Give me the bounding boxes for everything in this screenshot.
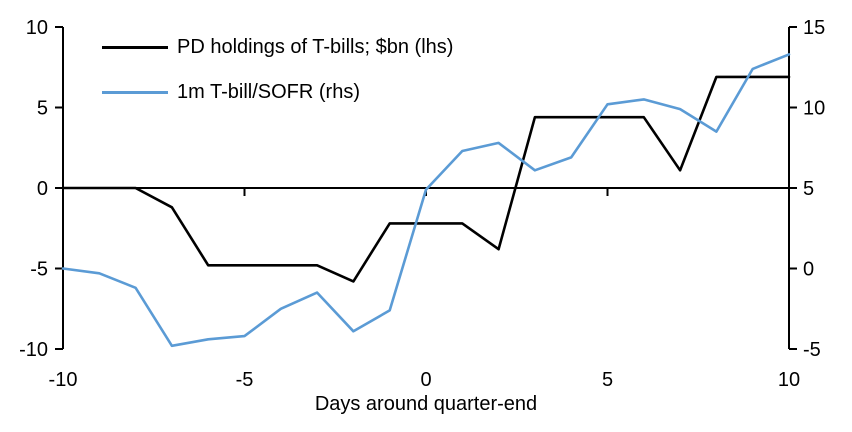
x-axis-tick-label: -5 <box>236 369 254 391</box>
legend-item-pd-holdings: PD holdings of T-bills; $bn (lhs) <box>102 35 453 59</box>
right-axis-tick-label: 0 <box>803 259 814 281</box>
legend-line-sample-black <box>102 45 168 49</box>
left-axis-tick-label: 0 <box>37 178 48 200</box>
series-line-pd-holdings <box>61 75 791 283</box>
legend-label-pd-holdings: PD holdings of T-bills; $bn (lhs) <box>177 36 454 58</box>
x-axis-tick-label: 0 <box>420 369 431 391</box>
series-line-sofr <box>61 53 791 348</box>
x-axis-tick-label: -10 <box>49 369 78 391</box>
right-axis-tick-label: 15 <box>803 17 825 39</box>
right-axis-tick-label: 5 <box>803 178 814 200</box>
legend-line-sample-blue <box>102 90 168 94</box>
x-axis-title: Days around quarter-end <box>314 393 538 415</box>
legend-item-sofr: 1m T-bill/SOFR (rhs) <box>102 80 453 104</box>
legend-label-sofr: 1m T-bill/SOFR (rhs) <box>177 81 360 103</box>
left-axis-tick-label: -10 <box>19 339 48 361</box>
left-axis-tick-label: 10 <box>26 17 48 39</box>
right-axis-tick-label: -5 <box>803 339 821 361</box>
left-axis-tick-label: -5 <box>30 259 48 281</box>
x-axis-tick-label: 10 <box>778 369 800 391</box>
right-axis-tick-label: 10 <box>803 98 825 120</box>
legend: PD holdings of T-bills; $bn (lhs) 1m T-b… <box>102 35 453 125</box>
left-axis-tick-label: 5 <box>37 98 48 120</box>
x-axis-tick-label: 5 <box>602 369 613 391</box>
